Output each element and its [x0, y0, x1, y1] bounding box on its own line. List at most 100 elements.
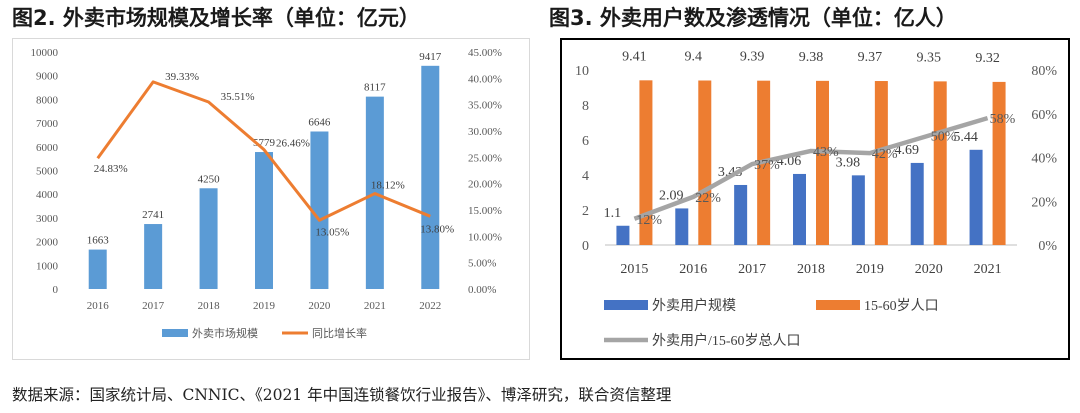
y-left-tick-label: 1000	[36, 260, 59, 272]
penetration-rate-data-label: 12%	[636, 213, 662, 228]
y-left-tick-label: 9000	[36, 71, 59, 83]
growth-rate-data-label: 35.51%	[221, 91, 255, 103]
y-right-tick-label: 0.00%	[468, 284, 496, 296]
figure1-title: 图2. 外卖市场规模及增长率（单位：亿元）	[12, 6, 420, 30]
user-scale-data-label: 4.69	[894, 143, 919, 158]
penetration-rate-line	[633, 115, 989, 221]
market-size-chart-svg: 0 1000 2000 3000 4000 5000 6000 7000 8000 9000 100…	[12, 38, 530, 360]
y-right-tick-label: 0%	[1038, 239, 1057, 254]
user-scale-data-label: 2.09	[659, 188, 684, 203]
x-tick-label: 2016	[679, 262, 707, 277]
y-left-tick-label: 6	[582, 134, 589, 149]
legend-label-growth-rate: 同比增长率	[312, 326, 367, 340]
population-data-label: 9.37	[858, 50, 883, 65]
penetration-rate-data-label: 58%	[990, 112, 1016, 127]
population-data-label: 9.35	[916, 50, 941, 65]
user-scale-bar	[675, 208, 689, 245]
legend-label-user-scale: 外卖用户规模	[652, 297, 736, 314]
user-scale-data-label: 1.1	[604, 206, 622, 221]
y-left-tick-label: 0	[53, 284, 59, 296]
y-right-tick-label: 45.00%	[468, 47, 502, 59]
x-tick-label: 2016	[87, 300, 110, 312]
x-tick-label: 2018	[797, 262, 825, 277]
legend-label-population: 15-60岁人口	[864, 298, 939, 314]
y-left-tick-label: 6000	[36, 142, 59, 154]
population-bar	[992, 81, 1006, 246]
user-scale-bar	[793, 173, 806, 245]
y-right-tick-label: 5.00%	[468, 258, 496, 270]
y-left-tick-label: 10000	[31, 47, 59, 59]
y-right-tick-label: 25.00%	[468, 152, 502, 164]
x-tick-label: 2020	[915, 262, 943, 277]
growth-rate-data-label: 39.33%	[165, 71, 199, 83]
population-data-label: 9.4	[685, 50, 703, 65]
y-left-tick-label: 8000	[36, 94, 59, 106]
y-left-tick-label: 7000	[36, 118, 59, 130]
legend-label-market-size: 外卖市场规模	[192, 326, 258, 340]
population-data-label: 9.41	[622, 49, 647, 64]
population-bar	[639, 80, 653, 245]
legend-swatch-user-scale	[604, 300, 648, 310]
market-size-bar	[310, 131, 329, 289]
growth-rate-data-label: 24.83%	[94, 163, 128, 175]
market-size-bar	[199, 188, 218, 289]
user-scale-data-label: 3.98	[836, 155, 861, 170]
market-size-bar	[255, 152, 273, 289]
y-left-tick-label: 0	[582, 239, 589, 254]
population-bar	[816, 80, 829, 245]
user-scale-bar	[851, 175, 865, 245]
growth-rate-data-label: 13.80%	[420, 223, 454, 235]
growth-rate-data-label: 26.46%	[276, 138, 310, 150]
user-penetration-chart-svg: 0 2 4 6 8 10 0% 20% 40% 60% 80% 2015 2016 2017 2018 201…	[560, 38, 1070, 360]
market-size-data-label: 8117	[364, 82, 386, 94]
market-size-data-label: 2741	[142, 209, 164, 221]
y-right-tick-label: 15.00%	[468, 205, 502, 217]
x-tick-label: 2022	[419, 300, 441, 312]
user-scale-data-label: 3.43	[718, 165, 743, 180]
population-bar	[933, 81, 947, 245]
y-left-tick-label: 2	[582, 204, 589, 219]
population-data-label: 9.38	[799, 50, 824, 65]
market-size-bar	[88, 249, 107, 289]
figure2-title: 图3. 外卖用户数及渗透情况（单位：亿人）	[549, 6, 957, 30]
x-tick-label: 2021	[974, 262, 1002, 277]
y-right-tick-label: 60%	[1031, 108, 1057, 123]
penetration-rate-data-label: 42%	[872, 147, 898, 162]
market-size-data-label: 4250	[198, 173, 221, 185]
x-tick-label: 2015	[620, 262, 648, 277]
y-right-tick-label: 35.00%	[468, 100, 502, 112]
y-left-tick-label: 8	[582, 99, 589, 114]
penetration-rate-data-label: 43%	[813, 145, 839, 160]
y-left-tick-label: 5000	[36, 166, 59, 178]
x-tick-label: 2019	[253, 300, 276, 312]
penetration-rate-data-label: 50%	[931, 130, 957, 145]
user-scale-data-label: 5.44	[953, 130, 978, 145]
user-scale-bar	[910, 162, 924, 245]
y-right-tick-label: 80%	[1031, 64, 1057, 79]
x-tick-label: 2017	[142, 300, 165, 312]
population-data-label: 9.32	[975, 51, 1000, 66]
user-scale-bar	[969, 149, 983, 245]
x-tick-label: 2018	[198, 300, 221, 312]
market-size-data-label: 9417	[419, 51, 442, 63]
market-size-data-label: 6646	[308, 116, 331, 128]
y-left-tick-label: 3000	[36, 213, 59, 225]
legend-swatch-market-size	[162, 329, 188, 337]
user-scale-bar	[616, 225, 630, 245]
user-penetration-chart: 0 2 4 6 8 10 0% 20% 40% 60% 80% 2015 2016 2017 2018 201…	[560, 38, 1070, 360]
y-right-tick-label: 30.00%	[468, 126, 502, 138]
market-size-bar	[421, 65, 440, 289]
y-right-tick-label: 20%	[1031, 195, 1057, 210]
data-source-note: 数据来源：国家统计局、CNNIC、《2021 年中国连锁餐饮行业报告》、博泽研究…	[12, 386, 672, 404]
y-left-tick-label: 2000	[36, 237, 59, 249]
growth-rate-line	[96, 80, 431, 222]
population-data-label: 9.39	[740, 50, 765, 65]
x-tick-label: 2020	[308, 300, 331, 312]
x-tick-label: 2019	[856, 262, 884, 277]
market-size-data-label: 1663	[87, 235, 110, 247]
growth-rate-data-label: 13.05%	[315, 226, 349, 238]
y-right-tick-label: 40%	[1031, 152, 1057, 167]
y-left-tick-label: 4000	[36, 189, 59, 201]
x-tick-label: 2021	[364, 300, 386, 312]
growth-rate-data-label: 18.12%	[371, 180, 405, 192]
